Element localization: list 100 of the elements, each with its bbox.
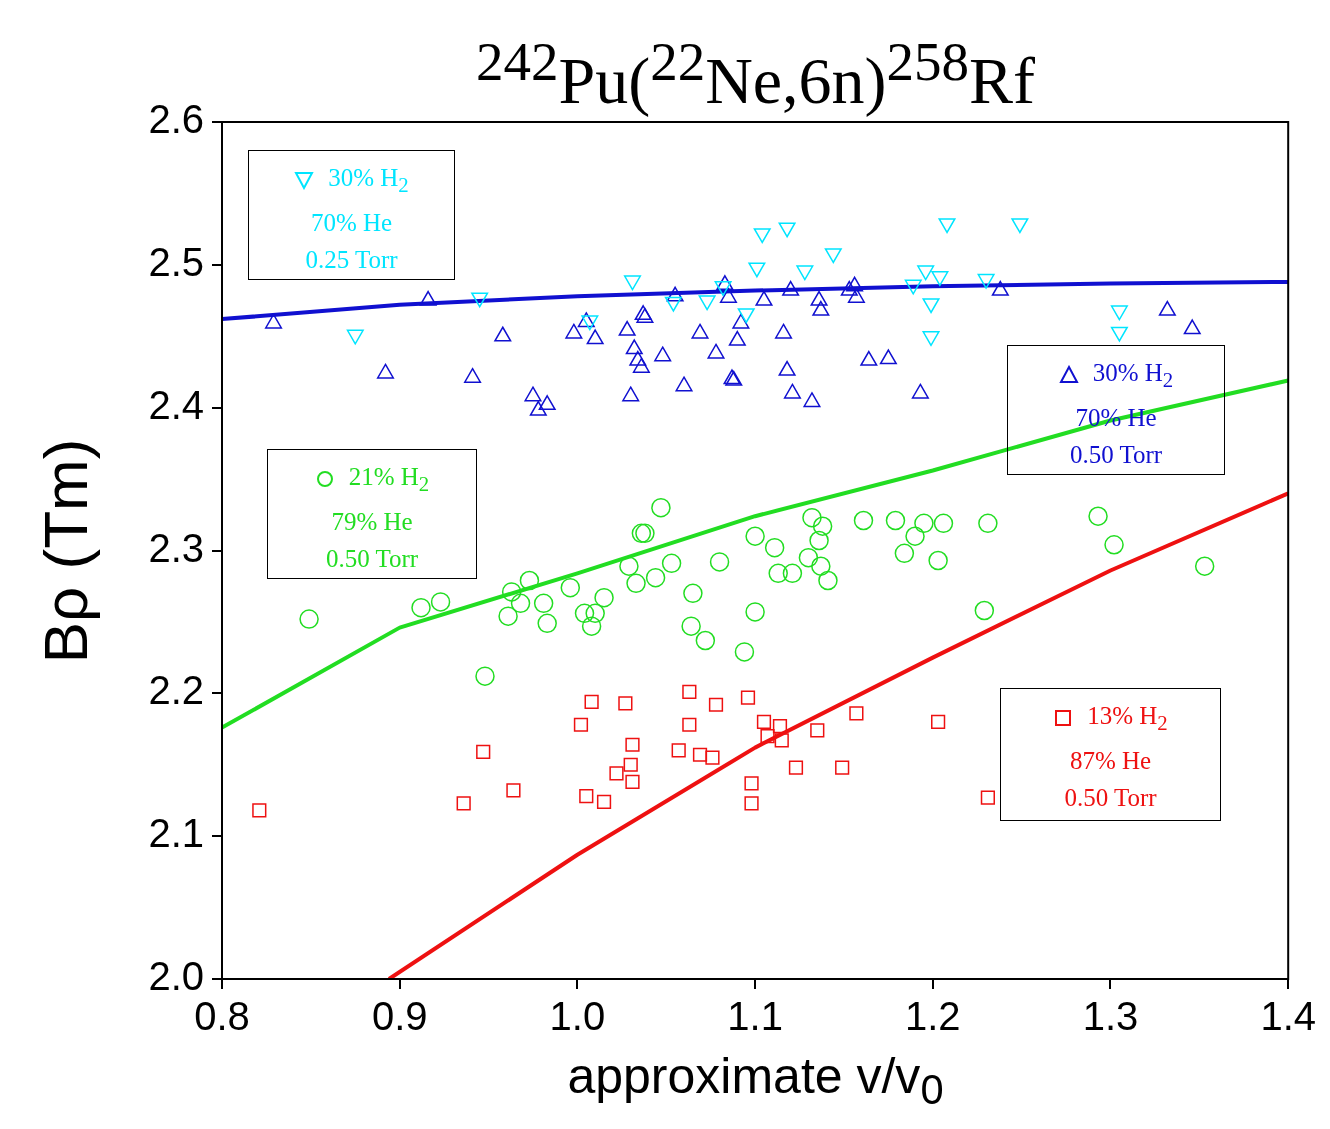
point [494, 326, 512, 342]
point [894, 543, 915, 564]
point [661, 553, 682, 574]
x-tick-label: 1.1 [727, 994, 783, 1039]
point [991, 280, 1009, 296]
point [682, 717, 697, 732]
point [691, 323, 709, 339]
point [840, 280, 858, 296]
y-tick-label: 2.4 [148, 382, 204, 427]
point [764, 537, 785, 558]
point [760, 729, 775, 744]
point [809, 530, 829, 551]
point [586, 329, 604, 345]
point [849, 706, 864, 721]
point [812, 300, 830, 316]
point [914, 513, 934, 534]
point [622, 386, 640, 402]
point [719, 287, 737, 303]
legend-label: 30% H$_{2}$ 70% He 0.25 Torr [305, 164, 409, 273]
y-tick-label: 2.5 [148, 239, 204, 284]
point [1088, 506, 1108, 526]
legend-label: 21% H$_{2}$ 79% He 0.50 Torr [325, 463, 430, 572]
point [626, 573, 646, 594]
point [524, 386, 542, 402]
point [533, 593, 554, 614]
point [835, 760, 850, 775]
y-axis-title: Bρ (Tm) [30, 437, 101, 665]
point [978, 513, 998, 534]
point [252, 803, 267, 818]
point [456, 796, 471, 811]
point [756, 714, 772, 730]
point [651, 497, 671, 518]
point [772, 719, 788, 734]
point [498, 606, 518, 626]
point [879, 349, 897, 365]
point [1158, 300, 1176, 316]
point [853, 510, 874, 531]
point [476, 744, 491, 760]
point [510, 593, 531, 614]
point [501, 582, 522, 602]
point [782, 563, 803, 584]
point [529, 400, 547, 416]
point [537, 613, 557, 634]
point [632, 357, 650, 373]
point [708, 697, 724, 712]
point [745, 526, 765, 546]
point [734, 642, 755, 662]
x-tick-label: 1.0 [549, 994, 606, 1039]
point [299, 609, 319, 629]
point [811, 556, 831, 576]
point [464, 367, 482, 383]
point [928, 550, 948, 571]
point [846, 276, 864, 292]
point [519, 570, 540, 591]
point [596, 794, 612, 809]
point [788, 760, 804, 775]
point [692, 747, 708, 762]
point [609, 766, 624, 781]
point [803, 392, 821, 408]
point [818, 570, 838, 591]
point [671, 743, 686, 758]
point [594, 587, 614, 608]
point [740, 690, 756, 705]
point [716, 275, 734, 291]
point [812, 516, 833, 536]
point [911, 383, 929, 399]
point [905, 526, 925, 546]
point [625, 339, 643, 355]
point [885, 510, 906, 531]
chart-title: $^{242}$Pu($^{22}$Ne,6n)$^{258}$Rf [474, 30, 1037, 119]
point [810, 723, 825, 738]
point [768, 563, 788, 584]
point [538, 395, 556, 411]
legend-label: 13% H$_{2}$ 87% He 0.50 Torr [1064, 702, 1168, 811]
point [705, 750, 720, 765]
x-tick-label: 1.2 [904, 994, 961, 1039]
point [682, 684, 697, 700]
point [666, 286, 684, 302]
point [783, 383, 801, 399]
x-axis-title: approximate v/v$_{0}$ [566, 1047, 945, 1115]
point [1194, 556, 1215, 576]
point [654, 346, 672, 362]
point [560, 577, 581, 598]
point [782, 280, 800, 296]
point [475, 666, 495, 686]
point [1183, 319, 1201, 335]
x-tick-label: 1.4 [1260, 994, 1316, 1039]
point [683, 583, 703, 604]
point [732, 313, 750, 329]
point [623, 757, 638, 772]
point [860, 350, 878, 366]
point [695, 630, 716, 651]
point [707, 343, 725, 359]
point [625, 774, 640, 789]
x-tick-label: 1.3 [1082, 994, 1139, 1039]
x-tick-label: 0.9 [371, 994, 428, 1039]
point [974, 600, 995, 621]
point [565, 323, 583, 339]
point [419, 290, 437, 306]
point [1104, 535, 1124, 555]
